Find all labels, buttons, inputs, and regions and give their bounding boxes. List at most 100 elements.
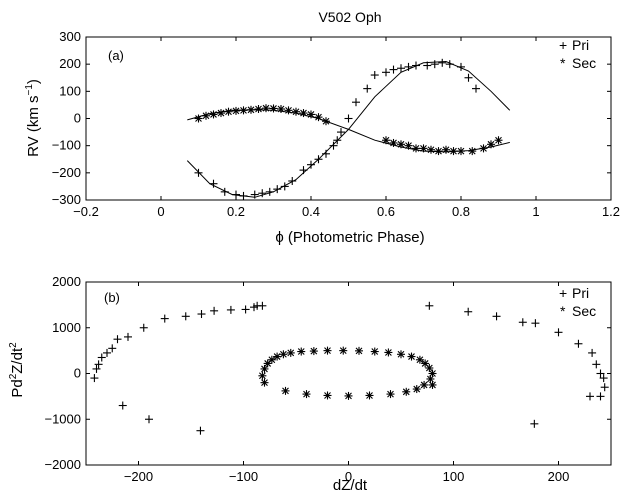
data-point-pri	[108, 344, 117, 353]
data-point-pri	[329, 141, 338, 150]
y-axis-label-a-end: )	[25, 79, 42, 84]
data-point-pri	[113, 335, 122, 344]
data-point-sec	[426, 374, 435, 383]
y-tick-label: 200	[59, 56, 81, 71]
data-point-sec	[397, 350, 405, 359]
data-point-sec	[339, 346, 348, 355]
data-point-pri	[210, 306, 219, 315]
y-tick-label: −1000	[44, 411, 81, 426]
y-ticks-b: −2000 −1000 0 1000 2000	[44, 274, 611, 472]
x-tick-label: 0.6	[377, 204, 395, 219]
data-point-pri	[92, 364, 101, 373]
data-point-pri	[438, 58, 447, 67]
fit-curve	[186, 60, 511, 198]
data-point-pri	[596, 369, 605, 378]
data-point-pri	[258, 189, 267, 198]
legend-a-label-pri: Pri	[572, 37, 589, 53]
data-point-pri	[258, 301, 267, 310]
data-point-sec	[297, 347, 306, 356]
data-point-pri	[600, 383, 609, 392]
data-point-sec	[442, 145, 450, 154]
data-point-pri	[160, 314, 169, 323]
y-axis-label-b-sup: 2	[8, 373, 19, 379]
data-point-pri	[382, 68, 390, 77]
data-point-pri	[194, 168, 203, 177]
data-point-pri	[103, 348, 111, 357]
data-point-pri	[322, 149, 330, 158]
data-point-pri	[425, 301, 434, 310]
x-tick-label: 0	[157, 204, 164, 219]
y-tick-label: 100	[59, 83, 81, 98]
data-point-sec	[267, 355, 276, 364]
data-point-sec	[269, 104, 278, 113]
data-point-pri	[472, 84, 480, 93]
legend-a-symbol-pri: +	[559, 37, 567, 53]
x-tick-label: 0	[345, 469, 352, 484]
data-point-sec	[407, 352, 416, 361]
legend-b-symbol-pri: +	[559, 285, 567, 301]
data-point-pri	[599, 374, 608, 383]
data-point-sec	[217, 109, 225, 118]
data-point-sec	[232, 106, 240, 115]
data-point-sec	[402, 387, 411, 396]
x-tick-label: −200	[124, 469, 153, 484]
x-tick-label: −0.2	[73, 204, 99, 219]
plot-area-b	[90, 301, 609, 435]
x-tick-label: 200	[548, 469, 570, 484]
y-axis-label-b-text: Pd	[9, 379, 26, 397]
data-point-pri	[124, 332, 132, 341]
data-point-pri	[337, 128, 345, 137]
y-axis-label-b: Pd2Z/dt2	[8, 342, 26, 398]
y-tick-label: 2000	[52, 274, 81, 289]
data-point-sec	[292, 107, 300, 116]
y-tick-label: −100	[52, 138, 81, 153]
data-point-pri	[554, 328, 563, 337]
x-tick-label: 0.2	[227, 204, 245, 219]
panel-label-a: (a)	[108, 48, 124, 63]
y-tick-label: 0	[74, 111, 81, 126]
data-point-sec	[209, 110, 218, 119]
data-point-sec	[273, 352, 282, 361]
data-point-pri	[389, 65, 398, 74]
y-tick-label: 300	[59, 29, 81, 44]
data-point-pri	[464, 307, 473, 316]
data-point-pri	[530, 419, 539, 428]
legend-a-label-sec: Sec	[572, 55, 596, 71]
data-point-pri	[404, 62, 413, 71]
data-point-pri	[94, 360, 103, 369]
legend-b-symbol-sec: *	[560, 303, 566, 319]
y-tick-label: 0	[74, 366, 81, 381]
data-point-pri	[352, 98, 360, 107]
data-point-pri	[592, 360, 601, 369]
data-point-sec	[412, 144, 420, 153]
data-point-sec	[281, 386, 290, 395]
plot-frame-b	[85, 281, 612, 466]
data-point-pri	[464, 73, 473, 82]
data-point-pri	[280, 182, 289, 191]
data-point-pri	[97, 353, 106, 362]
data-point-sec	[279, 350, 288, 359]
chart-panel-a: V502 Oph −0.2 0 0.2 0.4 0.6 0.8 1 1.2 −300−200−…	[24, 9, 620, 246]
data-point-pri	[363, 84, 372, 93]
data-point-sec	[302, 390, 311, 399]
data-point-pri	[586, 392, 594, 401]
data-point-sec	[415, 355, 424, 364]
data-point-pri	[226, 305, 235, 314]
y-axis-label-b-sup2: 2	[8, 342, 19, 348]
data-point-pri	[596, 392, 605, 401]
y-tick-label: 1000	[52, 320, 81, 335]
data-point-sec	[258, 371, 267, 380]
data-point-sec	[284, 106, 293, 115]
data-point-sec	[260, 378, 269, 387]
legend-a-symbol-sec: *	[560, 55, 566, 71]
data-point-sec	[386, 390, 395, 399]
x-ticks-a: −0.2 0 0.2 0.4 0.6 0.8 1 1.2	[73, 37, 620, 219]
data-point-sec	[370, 347, 379, 356]
data-point-sec	[434, 147, 443, 156]
data-point-pri	[518, 318, 527, 327]
plot-area-a	[186, 58, 511, 200]
data-point-pri	[288, 176, 297, 185]
legend-b: + Pri * Sec	[559, 285, 596, 319]
